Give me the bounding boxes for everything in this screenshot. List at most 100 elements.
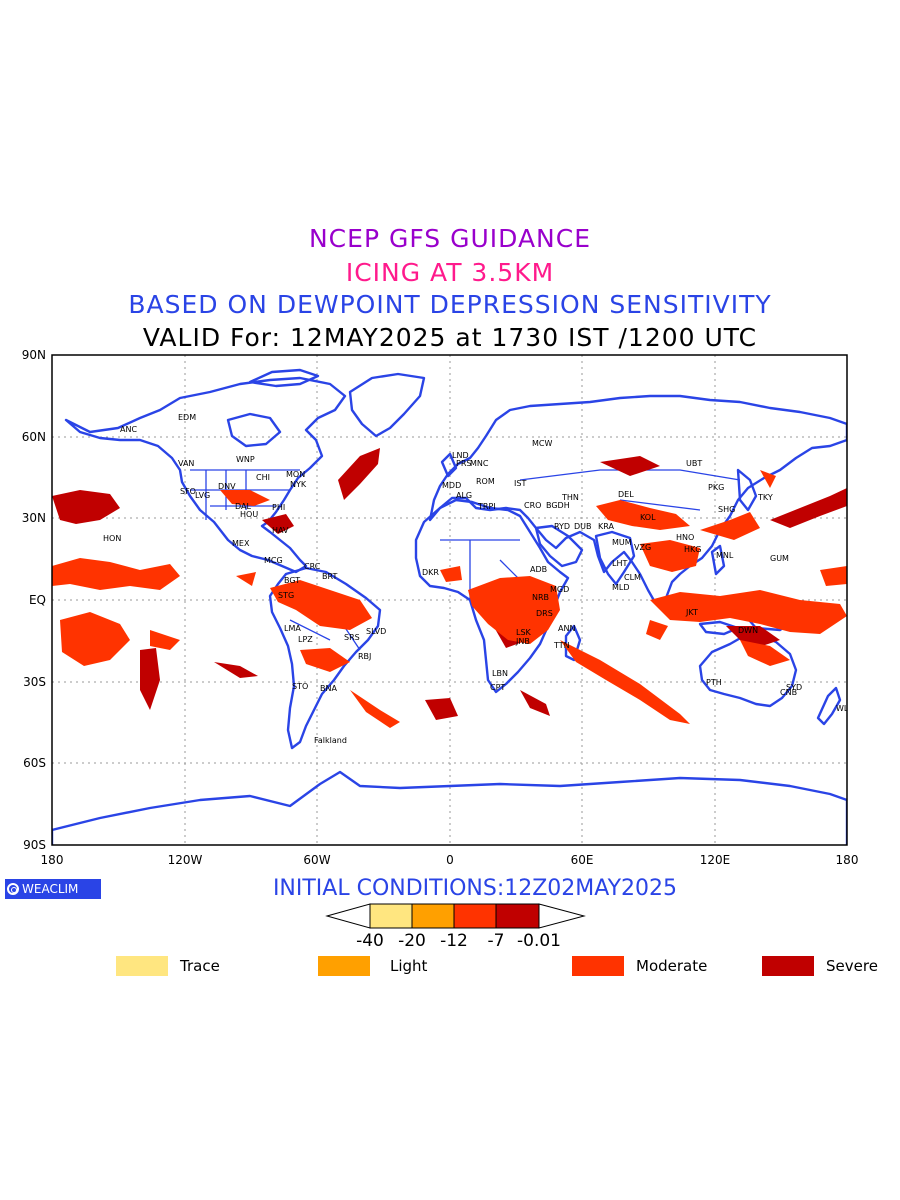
legend-swatch bbox=[116, 956, 168, 976]
lon-label: 120W bbox=[168, 853, 203, 867]
map-frame bbox=[51, 354, 848, 846]
station-label: HKG bbox=[684, 545, 701, 554]
station-label: PTH bbox=[706, 678, 722, 687]
station-label: ANC bbox=[120, 425, 137, 434]
station-label: MEX bbox=[232, 539, 250, 548]
graticule bbox=[52, 355, 847, 845]
station-label: CNB bbox=[780, 688, 797, 697]
station-label: MON bbox=[286, 470, 305, 479]
station-label: DRS bbox=[536, 609, 553, 618]
icing-moderate bbox=[52, 470, 847, 728]
colorbar-tick: -12 bbox=[440, 931, 468, 950]
station-label: HOU bbox=[240, 510, 258, 519]
lon-label: 180 bbox=[41, 853, 64, 867]
legend-label: Light bbox=[390, 957, 428, 975]
station-label: ADB bbox=[530, 565, 547, 574]
legend-severe: Severe bbox=[762, 956, 878, 976]
lon-label: 0 bbox=[446, 853, 454, 867]
lat-label: 60N bbox=[22, 430, 46, 444]
station-label: NRB bbox=[532, 593, 549, 602]
station-label: KOL bbox=[640, 513, 656, 522]
station-label: RBJ bbox=[358, 652, 371, 661]
colorbar-tick: -7 bbox=[488, 931, 505, 950]
station-label: CLM bbox=[624, 573, 641, 582]
station-label: MNL bbox=[716, 551, 734, 560]
station-label: MNC bbox=[470, 459, 489, 468]
colorbar-moderate bbox=[453, 903, 497, 929]
lat-label: 90N bbox=[22, 348, 46, 362]
station-label: MDD bbox=[442, 481, 461, 490]
station-label: GUM bbox=[770, 554, 789, 563]
station-label: CRO bbox=[524, 501, 541, 510]
station-label: MLD bbox=[612, 583, 630, 592]
station-label: STG bbox=[278, 591, 294, 600]
station-label: BGT bbox=[284, 576, 300, 585]
station-label: JNB bbox=[515, 637, 530, 646]
station-label: LSK bbox=[516, 628, 532, 637]
station-label: VZG bbox=[634, 543, 651, 552]
lat-label: EQ bbox=[29, 593, 46, 607]
station-label: WNP bbox=[236, 455, 255, 464]
colorbar-trace bbox=[369, 903, 413, 929]
weaclim-logo-icon bbox=[7, 883, 19, 895]
station-label: TRPI bbox=[477, 502, 496, 511]
latitude-labels: 90N 60N 30N EQ 30S 60S 90S bbox=[22, 348, 46, 852]
station-label: CRC bbox=[304, 562, 321, 571]
colorbar-tick: -20 bbox=[398, 931, 426, 950]
station-label: MCW bbox=[532, 439, 552, 448]
colorbar: -40 -20 -12 -7 -0.01 bbox=[325, 903, 586, 950]
colorbar-high-arrow bbox=[538, 903, 586, 929]
station-label: DUB bbox=[574, 522, 592, 531]
station-label: ROM bbox=[476, 477, 495, 486]
station-label: WLT bbox=[836, 704, 852, 713]
station-label: PKG bbox=[708, 483, 724, 492]
lon-label: 60W bbox=[303, 853, 330, 867]
station-label: SRS bbox=[344, 633, 360, 642]
colorbar-severe bbox=[495, 903, 540, 929]
legend-label: Severe bbox=[826, 957, 878, 975]
station-label: DAL bbox=[235, 502, 251, 511]
legend-trace: Trace bbox=[116, 956, 220, 976]
station-label: SYD bbox=[786, 683, 802, 692]
station-label: LND bbox=[452, 451, 469, 460]
station-label: VAN bbox=[178, 459, 194, 468]
title-model: NCEP GFS GUIDANCE bbox=[308, 224, 591, 253]
lon-label: 60E bbox=[571, 853, 594, 867]
station-label: RYD bbox=[554, 522, 570, 531]
lat-label: 30N bbox=[22, 511, 46, 525]
legend-moderate: Moderate bbox=[572, 956, 707, 976]
station-label: JKT bbox=[685, 608, 698, 617]
initial-conditions: INITIAL CONDITIONS:12Z02MAY2025 bbox=[272, 876, 678, 901]
coastlines bbox=[52, 368, 847, 845]
station-label: LMA bbox=[284, 624, 301, 633]
legend-light: Light bbox=[318, 956, 427, 976]
station-label: Falkland bbox=[314, 736, 347, 745]
lat-label: 90S bbox=[23, 838, 46, 852]
title-method: BASED ON DEWPOINT DEPRESSION SENSITIVITY bbox=[128, 290, 772, 319]
legend-label: Moderate bbox=[636, 957, 708, 975]
station-label: CPT bbox=[490, 683, 505, 692]
badge-label: WEACLIM bbox=[22, 882, 79, 896]
station-label: DWN bbox=[738, 626, 758, 635]
lon-label: 180 bbox=[836, 853, 859, 867]
legend-swatch bbox=[572, 956, 624, 976]
station-label: TKY bbox=[757, 493, 773, 502]
station-label: CHI bbox=[256, 473, 270, 482]
station-label: PRS bbox=[456, 459, 471, 468]
station-label: NYK bbox=[290, 480, 307, 489]
station-label: PHI bbox=[272, 503, 285, 512]
lat-label: 30S bbox=[23, 675, 46, 689]
station-label: BRT bbox=[322, 572, 337, 581]
colorbar-tick: -40 bbox=[356, 931, 384, 950]
station-label: HON bbox=[103, 534, 121, 543]
station-label: ALG bbox=[456, 491, 472, 500]
station-label: MCG bbox=[264, 556, 283, 565]
station-label: SLVD bbox=[366, 627, 386, 636]
title-product: ICING AT 3.5KM bbox=[345, 258, 555, 287]
weaclim-badge: WEACLIM bbox=[5, 879, 101, 899]
station-label: IST bbox=[514, 479, 526, 488]
station-label: TTN bbox=[553, 641, 570, 650]
lon-label: 120E bbox=[700, 853, 731, 867]
station-label: SHG bbox=[718, 505, 735, 514]
